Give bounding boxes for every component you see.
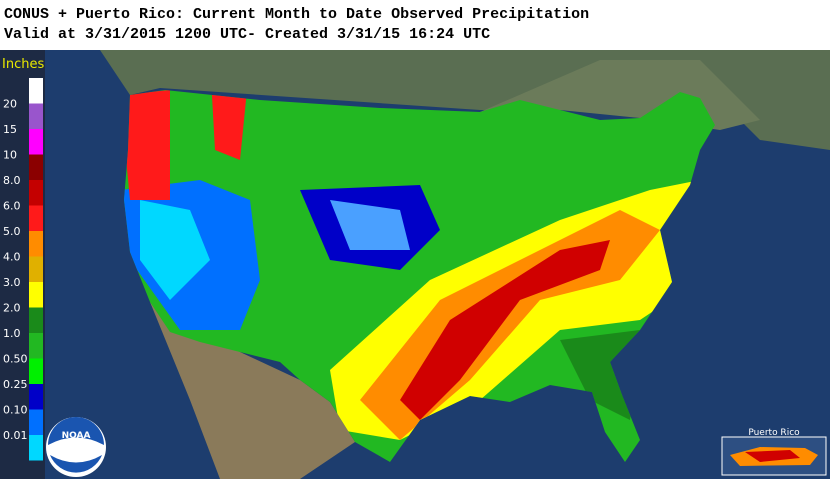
legend-label: 3.0 [3,276,21,289]
legend-label: 15 [3,123,17,136]
legend-label: 4.0 [3,251,21,264]
legend-label: 0.50 [3,353,28,366]
legend-label: 8.0 [3,174,21,187]
legend-swatch [29,256,43,282]
legend-swatch [29,231,43,257]
legend-swatch [29,384,43,410]
red-rockies [210,90,250,160]
legend-swatch [29,333,43,359]
logo-text: NOAA [62,431,91,441]
title: CONUS + Puerto Rico: Current Month to Da… [4,6,589,23]
legend-swatch [29,103,43,129]
legend-swatch [29,358,43,384]
legend-label: 20 [3,98,17,111]
red-nw [124,90,170,200]
legend-label: 0.25 [3,378,28,391]
legend-label: 0.10 [3,404,28,417]
legend-swatch [29,205,43,231]
legend-swatch [29,307,43,333]
legend-label: 0.01 [3,429,28,442]
precip-field [124,90,715,462]
legend-label: 10 [3,149,17,162]
legend-label: 6.0 [3,200,21,213]
legend-label: 1.0 [3,327,21,340]
subtitle: Valid at 3/31/2015 1200 UTC- Created 3/3… [4,26,490,43]
legend-swatch [29,154,43,180]
header-bg [0,0,830,50]
logo-bottom [50,455,102,473]
legend-swatch [29,129,43,155]
legend-swatch [29,435,43,461]
legend-title: Inches [2,57,44,72]
legend-swatch [29,78,43,104]
cyan-west [140,200,210,300]
inset-red [745,450,800,462]
legend: 20 15 10 8.0 6.0 5.0 4.0 3.0 2.0 1.0 0.50 0.25 0.10 0… [3,78,43,461]
mexico [150,302,355,479]
legend-swatch [29,282,43,308]
red-band [400,240,610,420]
legend-label: 2.0 [3,302,21,315]
legend-swatch [29,180,43,206]
logo-top [48,417,104,445]
legend-swatch [29,409,43,435]
lightblue-plains [330,200,410,250]
inset-label: Puerto Rico [748,428,800,438]
legend-label: 5.0 [3,225,21,238]
